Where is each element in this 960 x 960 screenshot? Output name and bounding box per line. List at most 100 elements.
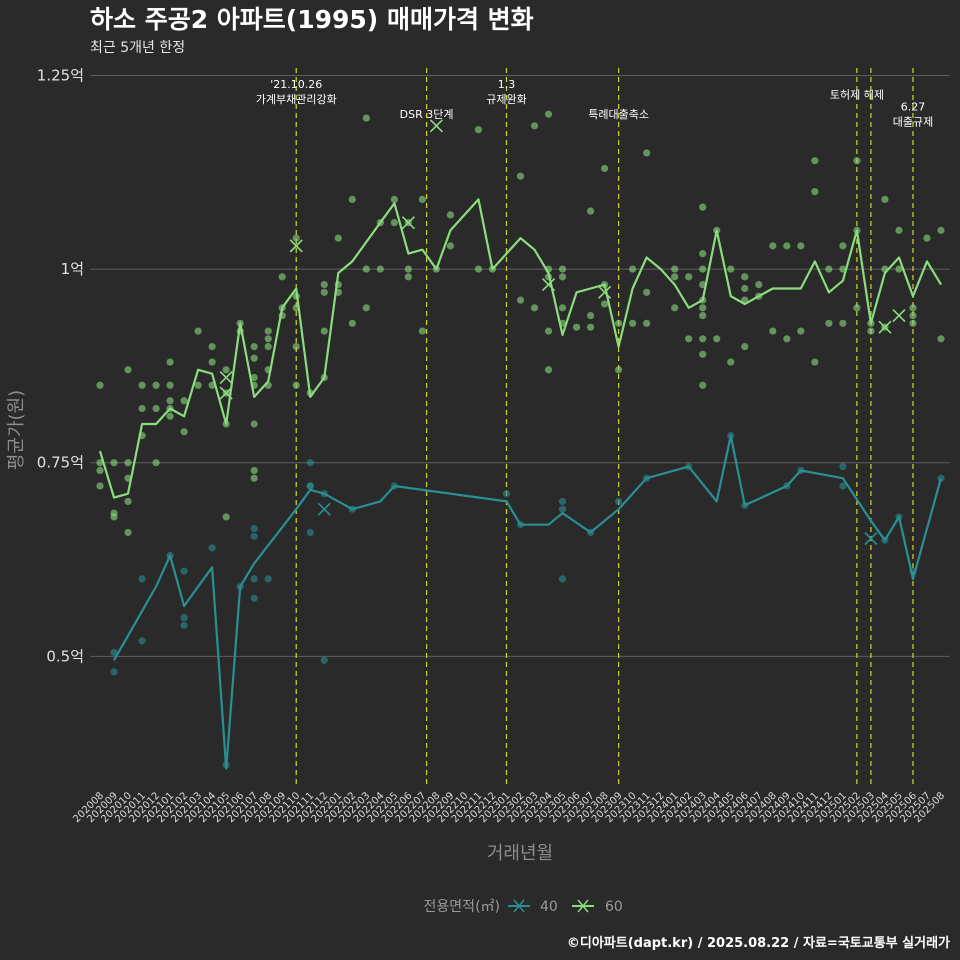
data-point (825, 319, 833, 327)
data-point (264, 342, 272, 351)
data-point (909, 319, 917, 327)
data-point (544, 366, 553, 374)
data-point (699, 304, 707, 312)
data-point (530, 304, 539, 312)
data-point (96, 381, 104, 389)
data-point (418, 327, 426, 335)
event-label: 6.27 (901, 100, 926, 113)
data-point (222, 513, 230, 521)
data-point (811, 188, 819, 196)
event-label: 대출규제 (893, 115, 933, 128)
data-point (699, 203, 707, 211)
data-point (180, 428, 188, 436)
data-point (152, 459, 160, 467)
x-marker (878, 320, 892, 334)
data-point (96, 466, 104, 475)
data-point (741, 342, 749, 351)
data-point (362, 265, 370, 273)
data-point (671, 304, 679, 312)
data-point (544, 327, 553, 335)
series-layer (96, 110, 945, 770)
grid-lines (90, 74, 950, 657)
data-point (404, 273, 412, 281)
data-point (110, 459, 118, 467)
chart-subtitle: 최근 5개년 한정 (90, 40, 185, 56)
data-point (699, 381, 707, 389)
data-point (138, 637, 146, 645)
data-point (166, 358, 174, 366)
legend: 전용면적(㎡) 40 60 (424, 899, 623, 915)
data-point (797, 242, 805, 250)
data-point (250, 532, 258, 540)
data-point (615, 497, 623, 506)
data-point (208, 358, 216, 366)
data-point (783, 335, 791, 343)
data-point (96, 459, 104, 467)
data-point (152, 381, 160, 389)
data-point (643, 319, 651, 327)
x-marker (598, 285, 612, 299)
data-point (96, 482, 104, 490)
chart-caption: ©디아파트(dapt.kr) / 2025.08.22 / 자료=국토교통부 실… (567, 935, 950, 951)
data-point (124, 528, 132, 537)
data-point (250, 373, 258, 382)
data-point (558, 505, 567, 513)
data-point (306, 459, 314, 467)
x-marker (864, 532, 878, 546)
data-point (937, 335, 945, 343)
x-axis-label: 거래년월 (487, 843, 553, 864)
data-point (320, 280, 328, 289)
data-point (292, 381, 300, 389)
data-point (699, 350, 707, 358)
data-point (222, 366, 230, 374)
x-marker (219, 370, 233, 385)
data-point (264, 327, 272, 335)
data-point (853, 157, 861, 165)
legend-marker-40 (513, 899, 525, 913)
data-point (166, 381, 174, 389)
data-point (446, 242, 455, 250)
data-point (895, 265, 903, 273)
data-point (615, 319, 623, 327)
data-point (362, 304, 370, 312)
data-point (516, 296, 525, 304)
data-point (124, 459, 132, 467)
data-point (572, 323, 581, 331)
event-label: 토허제 해제 (830, 88, 884, 102)
data-point (278, 273, 286, 281)
data-point (643, 288, 651, 296)
event-label: 특례대출축소 (588, 108, 649, 121)
data-point (909, 311, 917, 320)
y-axis-ticks: 0.5억 0.75억 1억 1.25억 (37, 66, 84, 665)
data-point (250, 466, 258, 475)
data-point (825, 265, 833, 273)
series-60 (96, 110, 945, 537)
event-label: 규제완화 (486, 93, 526, 106)
data-point (727, 358, 735, 366)
data-point (853, 304, 861, 312)
data-point (797, 327, 805, 335)
data-point (685, 273, 693, 281)
y-axis-label: 평균가(원) (6, 390, 27, 470)
data-point (348, 195, 356, 204)
data-point (250, 474, 258, 482)
data-point (516, 172, 525, 180)
data-point (502, 490, 511, 498)
x-marker (541, 278, 556, 292)
event-label: 가계부채관리강화 (256, 93, 337, 106)
data-point (755, 280, 763, 289)
data-point (783, 242, 791, 250)
series-line-60 (98, 198, 942, 499)
data-point (937, 226, 945, 234)
data-point (264, 575, 272, 583)
data-point (250, 420, 258, 428)
data-point (839, 242, 847, 250)
legend-item-40: 40 (508, 899, 558, 915)
legend-title: 전용면적(㎡) (424, 899, 500, 915)
data-point (881, 195, 889, 204)
data-point (250, 342, 258, 351)
data-point (741, 273, 749, 281)
data-point (110, 648, 118, 657)
data-point (138, 381, 146, 389)
